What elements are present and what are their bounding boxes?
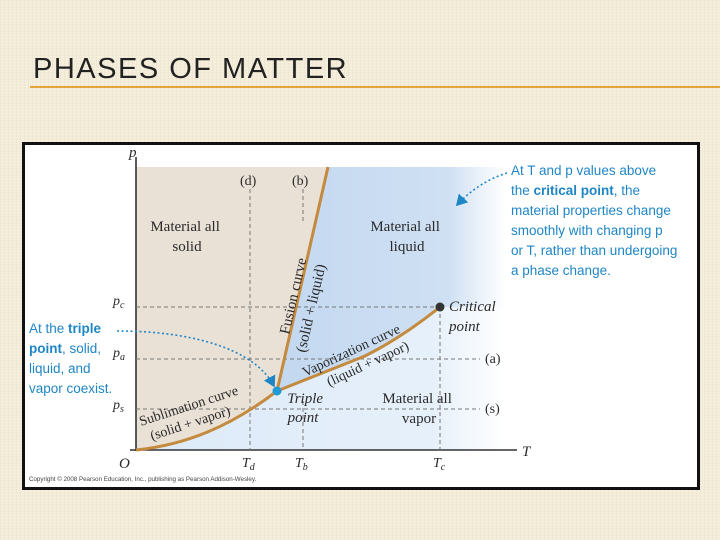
slide-title: PHASES OF MATTER	[33, 53, 349, 85]
solid-region	[136, 167, 328, 450]
td-tick: Td	[242, 456, 256, 473]
critical-point	[435, 302, 445, 312]
critical-point-label: Critical point	[448, 299, 499, 335]
tc-tick: Tc	[433, 456, 446, 473]
line-b-label: (b)	[292, 174, 309, 189]
critical-point-annotation: At T and p values above the critical poi…	[511, 163, 681, 278]
vaporization-curve	[276, 305, 441, 393]
phase-diagram-figure: p T O pc pa ps Td Tb Tc (d) (b) (a) (s) …	[22, 142, 700, 490]
tb-tick: Tb	[295, 456, 308, 473]
triple-point-label: Triple point	[287, 391, 327, 426]
liquid-region-label: Material all liquid	[370, 219, 443, 255]
fusion-curve	[275, 166, 330, 392]
triple-annotation-arrow	[116, 330, 276, 388]
triple-point-annotation: At the triple point, solid, liquid, and …	[29, 321, 112, 396]
title-underline	[30, 86, 720, 88]
copyright-notice: Copyright © 2008 Pearson Education, Inc.…	[29, 476, 256, 483]
vapor-region-label: Material all vapor	[382, 391, 455, 427]
triple-point	[272, 386, 282, 396]
phase-diagram-svg: p T O pc pa ps Td Tb Tc (d) (b) (a) (s) …	[29, 145, 681, 483]
line-s-label: (s)	[485, 402, 500, 417]
solid-region-label: Material all solid	[150, 219, 223, 255]
origin-label: O	[119, 456, 130, 472]
sublimation-curve	[135, 389, 278, 452]
critical-annotation-arrow	[455, 172, 508, 207]
x-axis-label: T	[522, 444, 532, 460]
line-a-label: (a)	[485, 352, 501, 367]
pc-tick: pc	[112, 294, 125, 311]
ps-tick: ps	[112, 398, 124, 415]
y-axis-label: p	[128, 145, 137, 161]
vapor-region	[136, 307, 505, 450]
line-d-label: (d)	[240, 174, 257, 189]
pa-tick: pa	[112, 346, 125, 363]
liquid-region	[277, 167, 505, 391]
